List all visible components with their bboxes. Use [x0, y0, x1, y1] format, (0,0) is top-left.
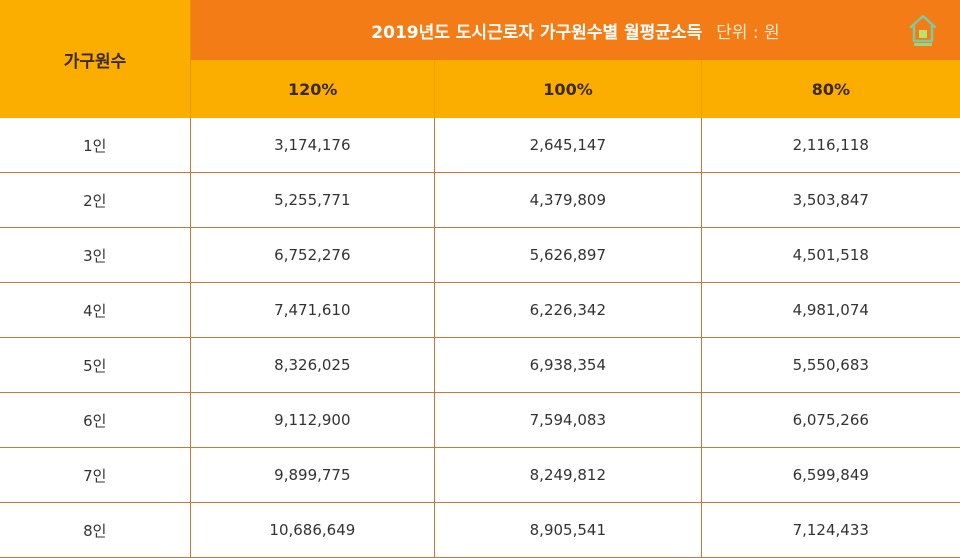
column-header-80: 80% [811, 79, 850, 99]
cell-120: 9,899,775 [191, 448, 436, 502]
table-row: 2인 5,255,771 4,379,809 3,503,847 [0, 173, 960, 228]
column-header-row: 120% 100% 80% [191, 60, 960, 118]
cell-100: 7,594,083 [435, 393, 702, 447]
table-title: 2019년도 도시근로자 가구원수별 월평균소득 [371, 22, 703, 43]
row-label: 3인 [0, 228, 191, 282]
table-row: 5인 8,326,025 6,938,354 5,550,683 [0, 338, 960, 393]
cell-100: 5,626,897 [435, 228, 702, 282]
column-header-120: 120% [191, 60, 436, 118]
cell-80: 6,075,266 [792, 411, 869, 429]
row-label: 4인 [0, 283, 191, 337]
cell-120: 7,471,610 [191, 283, 436, 337]
table-row: 4인 7,471,610 6,226,342 4,981,074 [0, 283, 960, 338]
table-title-bar: 2019년도 도시근로자 가구원수별 월평균소득 단위 : 원 [191, 0, 960, 60]
table-row: 7인 9,899,775 8,249,812 6,599,849 [0, 448, 960, 503]
cell-100: 6,938,354 [435, 338, 702, 392]
cell-120: 9,112,900 [191, 393, 436, 447]
cell-80: 3,503,847 [792, 191, 869, 209]
cell-120: 5,255,771 [191, 173, 436, 227]
row-label: 5인 [0, 338, 191, 392]
house-logo-icon [909, 14, 937, 46]
table-row: 8인 10,686,649 8,905,541 7,124,433 [0, 503, 960, 558]
cell-100: 2,645,147 [435, 118, 702, 172]
cell-80: 6,599,849 [792, 466, 869, 484]
cell-80: 5,550,683 [792, 356, 869, 374]
table-body: 1인 3,174,176 2,645,147 2,116,118 2인 5,25… [0, 118, 960, 558]
row-header-household-size: 가구원수 [0, 0, 191, 118]
cell-120: 10,686,649 [191, 503, 436, 557]
table-row: 1인 3,174,176 2,645,147 2,116,118 [0, 118, 960, 173]
table-row: 3인 6,752,276 5,626,897 4,501,518 [0, 228, 960, 283]
table-row: 6인 9,112,900 7,594,083 6,075,266 [0, 393, 960, 448]
cell-80: 7,124,433 [792, 521, 869, 539]
cell-80: 2,116,118 [792, 136, 869, 154]
row-label: 6인 [0, 393, 191, 447]
column-header-100: 100% [435, 60, 702, 118]
cell-80: 4,981,074 [792, 301, 869, 319]
cell-100: 4,379,809 [435, 173, 702, 227]
cell-100: 6,226,342 [435, 283, 702, 337]
cell-80: 4,501,518 [792, 246, 869, 264]
cell-120: 6,752,276 [191, 228, 436, 282]
row-label: 1인 [0, 118, 191, 172]
cell-120: 3,174,176 [191, 118, 436, 172]
unit-label: 단위 : 원 [716, 22, 780, 43]
row-label: 7인 [0, 448, 191, 502]
cell-120: 8,326,025 [191, 338, 436, 392]
cell-100: 8,249,812 [435, 448, 702, 502]
row-label: 2인 [0, 173, 191, 227]
row-label: 8인 [0, 503, 191, 557]
cell-100: 8,905,541 [435, 503, 702, 557]
